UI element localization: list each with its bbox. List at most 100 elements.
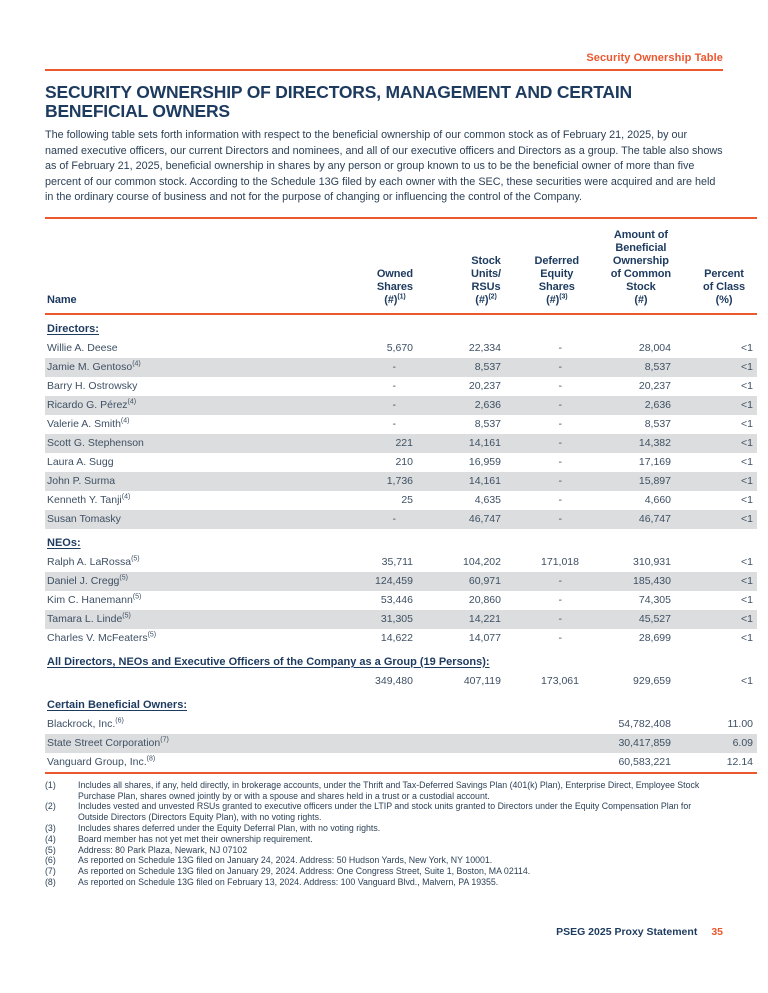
footnote-item: (4) Board member has not yet met their o… [45, 834, 723, 845]
cell-units [417, 715, 505, 734]
table-row: Barry H. Ostrowsky - 20,237 - 20,237 <1 [45, 377, 757, 396]
column-header-units: Stock Units/RSUs (#)(2) [417, 217, 505, 315]
cell-name: Valerie A. Smith(4) [47, 417, 130, 431]
table-row: Charles V. McFeaters(5) 14,622 14,077 - 28,6… [45, 629, 757, 648]
footnote-item: (7) As reported on Schedule 13G filed on… [45, 866, 723, 877]
cell-owned: 53,446 [380, 594, 413, 607]
footnote-text: As reported on Schedule 13G filed on Jan… [78, 855, 493, 866]
footnote-text: Board member has not yet met their owner… [78, 833, 313, 844]
cell-percent: 12.14 [726, 756, 753, 769]
cell-units: 16,959 [468, 456, 501, 469]
cell-name: Scott G. Stephenson [45, 433, 341, 453]
table-row: Willie A. Deese 5,670 22,334 - 28,004 <1 [45, 339, 757, 358]
cell-percent: <1 [675, 609, 757, 629]
cell-percent: 6.09 [675, 733, 757, 753]
cell-deferred: - [558, 456, 563, 469]
table-row: 349,480 407,119 173,061 929,659 <1 [45, 672, 757, 691]
cell-units: 8,537 [474, 418, 501, 431]
page-content: Security Ownership Table SECURITY OWNERS… [45, 0, 757, 888]
cell-name: Tamara L. Linde(5) [45, 609, 341, 629]
footnote-text: Includes vested and unvested RSUs grante… [78, 801, 692, 823]
cell-amount: 8,537 [583, 357, 675, 377]
footnote-item: (1) Includes all shares, if any, held di… [45, 780, 723, 802]
cell-name: Susan Tomasky [45, 509, 341, 529]
table-row: Ricardo G. Pérez(4) -2,636-2,636 <1 [45, 395, 757, 415]
table-row: Daniel J. Cregg(5) 124,459 60,971-185,430 <… [45, 571, 757, 591]
cell-percent: <1 [741, 556, 753, 569]
column-header-amount: Amount of Beneficial Ownership of Common Sto… [583, 217, 675, 315]
cell-amount: 4,660 [644, 494, 671, 507]
cell-percent: <1 [741, 494, 753, 507]
cell-units: 2,636 [417, 395, 505, 415]
cell-units: 104,202 [463, 556, 501, 569]
cell-name: Charles V. McFeaters(5) [47, 631, 157, 645]
table-row: Vanguard Group, Inc.(8) 60,583,221 12.14 [45, 753, 757, 773]
cell-amount: 20,237 [638, 380, 671, 393]
cell-percent: <1 [741, 418, 753, 431]
cell-deferred: - [558, 494, 563, 507]
section-heading: Certain Beneficial Owners: [47, 698, 187, 711]
cell-amount: 28,004 [638, 342, 671, 355]
cell-amount: 46,747 [583, 509, 675, 529]
table-row: Valerie A. Smith(4) - 8,537 - 8,537 <1 [45, 415, 757, 434]
cell-owned: 124,459 [341, 571, 417, 591]
section-heading-row: Directors: [45, 313, 757, 339]
cell-deferred: - [505, 609, 583, 629]
cell-owned: - [392, 380, 397, 393]
cell-percent: <1 [675, 571, 757, 591]
running-header: Security Ownership Table [586, 52, 723, 64]
cell-amount: 15,897 [583, 471, 675, 491]
cell-owned: 31,305 [341, 609, 417, 629]
footnote-text: Address: 80 Park Plaza, Newark, NJ 07102 [78, 844, 248, 855]
cell-units: 20,237 [468, 380, 501, 393]
cell-owned: - [392, 418, 397, 431]
cell-name: Kim C. Hanemann(5) [47, 593, 142, 607]
cell-percent: <1 [675, 395, 757, 415]
table-row: Jamie M. Gentoso(4) -8,537-8,537 <1 [45, 357, 757, 377]
cell-percent: <1 [741, 632, 753, 645]
cell-deferred: - [505, 433, 583, 453]
footnote-marker: (3) [45, 822, 56, 833]
table-head: Name Owned Shares (#)(1) Stock Units/RSUs (#)(… [45, 217, 757, 315]
cell-owned: 221 [341, 433, 417, 453]
cell-deferred [505, 753, 583, 773]
cell-percent: <1 [675, 509, 757, 529]
cell-percent: <1 [675, 433, 757, 453]
cell-amount: 28,699 [638, 632, 671, 645]
footnote-text: Includes all shares, if any, held direct… [78, 779, 700, 801]
table-row: John P. Surma 1,736 14,161-15,897 <1 [45, 471, 757, 491]
cell-name: Jamie M. Gentoso(4) [45, 357, 341, 377]
cell-percent: <1 [675, 471, 757, 491]
cell-units [417, 733, 505, 753]
intro-paragraph: The following table sets forth informati… [45, 129, 723, 204]
cell-owned [341, 733, 417, 753]
cell-amount: 2,636 [583, 395, 675, 415]
footnote-text: Includes shares deferred under the Equit… [78, 822, 381, 833]
cell-units: 14,161 [417, 471, 505, 491]
header-divider [45, 69, 723, 71]
section-heading: All Directors, NEOs and Executive Office… [47, 655, 490, 668]
cell-deferred: - [558, 342, 563, 355]
cell-name: Daniel J. Cregg(5) [45, 571, 341, 591]
footnote-item: (6) As reported on Schedule 13G filed on… [45, 855, 723, 866]
table-row: Ralph A. LaRossa(5) 35,711 104,202 171,018 3… [45, 553, 757, 572]
table-row: Laura A. Sugg 210 16,959 - 17,169 <1 [45, 453, 757, 472]
cell-units: 407,119 [463, 675, 501, 688]
cell-name: John P. Surma [45, 471, 341, 491]
cell-percent: <1 [675, 357, 757, 377]
footnote-item: (3) Includes shares deferred under the E… [45, 823, 723, 834]
footnote-text: As reported on Schedule 13G filed on Feb… [78, 876, 499, 887]
cell-deferred: - [558, 594, 563, 607]
cell-amount: 60,583,221 [618, 756, 671, 769]
section-heading-row: Certain Beneficial Owners: [45, 690, 757, 715]
footnote-marker: (7) [45, 866, 56, 877]
cell-percent: <1 [741, 456, 753, 469]
cell-owned: 35,711 [381, 556, 413, 569]
cell-name: Laura A. Sugg [47, 456, 114, 469]
cell-owned: - [341, 509, 417, 529]
table-row: State Street Corporation(7) 30,417,859 6.0… [45, 733, 757, 753]
cell-name: Barry H. Ostrowsky [47, 380, 138, 393]
cell-percent: <1 [741, 594, 753, 607]
cell-units: 14,221 [417, 609, 505, 629]
